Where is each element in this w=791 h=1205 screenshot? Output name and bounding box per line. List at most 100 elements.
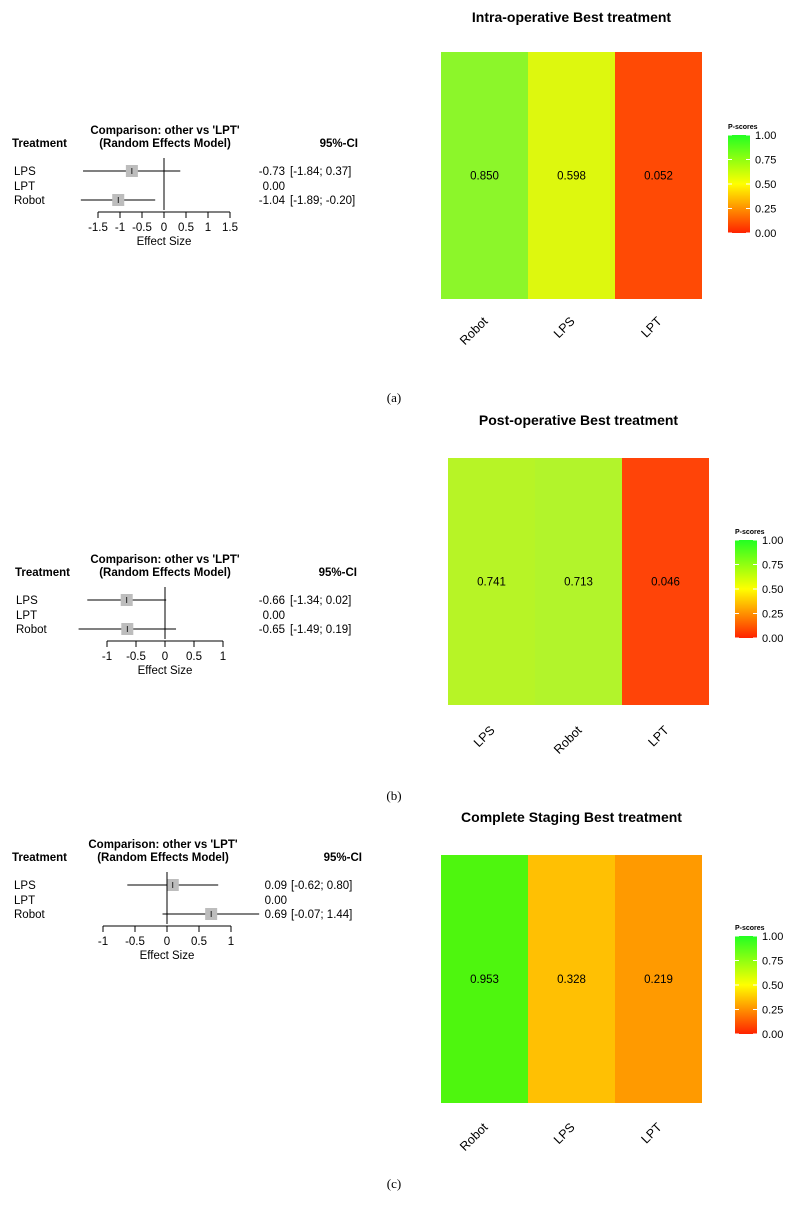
panel-b-legend-tick-label: 0.00 (762, 633, 783, 645)
panel-c-forest-row-label: Robot (14, 909, 45, 921)
panel-c-forest-x-label: Effect Size (140, 950, 195, 962)
panel-a-forest-x-tick-label: 0.5 (178, 222, 194, 234)
panel-b-forest-x-tick-label: -1 (102, 651, 112, 663)
panel-b-forest-x-tick-label: 0 (162, 651, 168, 663)
panel-a-heatmap-category-label: Robot (457, 314, 491, 348)
panel-b-forest-x-tick-label: -0.5 (126, 651, 146, 663)
panel-c-forest-x-tick-label: 0.5 (191, 936, 207, 948)
panel-a-heatmap-cell (528, 52, 615, 299)
panel-c-forest-row-estimate: 0.09 (265, 880, 287, 892)
panel-a-forest-row-label: Robot (14, 195, 45, 207)
panel-b-forest-row-estimate: -0.65 (259, 624, 285, 636)
panel-a-legend-tick-label: 0.50 (755, 179, 776, 191)
panel-b-heatmap-value-label: 0.046 (651, 577, 680, 589)
panel-a-legend-tick-label: 0.25 (755, 204, 776, 216)
panel-b-heatmap-title: Post-operative Best treatment (479, 412, 679, 428)
panel-a-forest-header-comparison: Comparison: other vs 'LPT' (90, 125, 240, 137)
panel-c-forest-row-estimate: 0.00 (265, 895, 287, 907)
panel-b-forest-x-tick-label: 1 (220, 651, 226, 663)
panel-c-forest-x-tick-label: 1 (228, 936, 234, 948)
panel-c-heatmap-cell (528, 855, 615, 1103)
panel-c-forest-row-estimate: 0.69 (265, 909, 287, 921)
panel-c-heatmap-value-label: 0.953 (470, 974, 499, 986)
panel-label-a: (a) (386, 390, 402, 405)
panel-a-forest-x-tick-label: -1.5 (88, 222, 108, 234)
panel-b-legend-tick-label: 1.00 (762, 535, 783, 547)
panel-a-forest-x-tick-label: 0 (161, 222, 167, 234)
panel-c-heatmap-value-label: 0.328 (557, 974, 586, 986)
panel-b-forest-header-model: (Random Effects Model) (99, 567, 231, 579)
panel-a-heatmap-cell (441, 52, 528, 299)
panel-b-forest-row-estimate: -0.66 (259, 595, 285, 607)
panel-a-forest-row-estimate: -0.73 (259, 166, 285, 178)
panel-c-forest-x-tick-label: -1 (98, 936, 108, 948)
panel-b-heatmap-cell (535, 458, 622, 705)
panel-a-forest-row-estimate: 0.00 (263, 181, 285, 193)
panel-c-legend-tick-label: 0.50 (762, 980, 783, 992)
panel-b-forest-row-ci: [-1.49; 0.19] (290, 624, 351, 636)
panel-label-c: (c) (386, 1176, 402, 1191)
panel-c-forest-x-tick-label: -0.5 (125, 936, 145, 948)
panel-a-legend-colorbar (728, 135, 750, 233)
panel-b-forest-row-label: Robot (16, 624, 47, 636)
panel-c-legend-colorbar (735, 936, 757, 1034)
panel-a-heatmap-value-label: 0.052 (644, 171, 673, 183)
panel-b-heatmap-category-label: LPS (471, 723, 498, 750)
panel-b-heatmap-category-label: Robot (551, 723, 585, 757)
panel-b-forest-x-tick-label: 0.5 (186, 651, 202, 663)
panel-a-heatmap-category-label: LPT (639, 314, 665, 340)
panel-a-heatmap-title: Intra-operative Best treatment (472, 9, 672, 25)
panel-b-forest-row-estimate: 0.00 (263, 610, 285, 622)
panel-c-heatmap-category-label: LPT (639, 1120, 665, 1146)
panel-a-forest-row-ci: [-1.84; 0.37] (290, 166, 351, 178)
panel-a-forest-x-label: Effect Size (137, 236, 192, 248)
panel-a-forest-row-label: LPT (14, 181, 35, 193)
panel-a-forest-x-tick-label: -0.5 (132, 222, 152, 234)
panel-c-forest-header-ci: 95%-CI (324, 852, 362, 864)
panel-b-heatmap-value-label: 0.713 (564, 577, 593, 589)
panel-b-forest-header-comparison: Comparison: other vs 'LPT' (90, 554, 240, 566)
panel-c-forest-x-tick-label: 0 (164, 936, 170, 948)
panel-b-legend-colorbar (735, 540, 757, 638)
panel-a-forest-header-treatment: Treatment (12, 138, 67, 150)
panel-c-legend-title: P-scores (735, 925, 765, 932)
panel-c-heatmap-category-label: Robot (457, 1120, 491, 1154)
panel-c-legend-tick-label: 1.00 (762, 931, 783, 943)
panel-b-legend-tick-label: 0.50 (762, 584, 783, 596)
panel-b-legend-tick-label: 0.25 (762, 609, 783, 621)
panel-b-heatmap-value-label: 0.741 (477, 577, 506, 589)
panel-b-forest-row-label: LPT (16, 610, 37, 622)
panel-c-heatmap-title: Complete Staging Best treatment (461, 809, 682, 825)
panel-c-heatmap-value-label: 0.219 (644, 974, 673, 986)
panel-c-legend-tick-label: 0.75 (762, 956, 783, 968)
panel-a-legend-title: P-scores (728, 124, 758, 131)
panel-c-forest-row-ci: [-0.62; 0.80] (291, 880, 352, 892)
panel-a-heatmap-value-label: 0.598 (557, 171, 586, 183)
panel-b-heatmap-category-label: LPT (646, 723, 672, 749)
panel-c-forest-header-treatment: Treatment (12, 852, 67, 864)
panel-c-forest-header-model: (Random Effects Model) (97, 852, 229, 864)
panel-a-legend-tick-label: 0.00 (755, 228, 776, 240)
panel-c-legend-tick-label: 0.25 (762, 1005, 783, 1017)
panel-b-forest-header-ci: 95%-CI (319, 567, 357, 579)
panel-c-heatmap-category-label: LPS (551, 1120, 578, 1147)
panel-a-forest-x-tick-label: -1 (115, 222, 125, 234)
panel-b-forest-row-label: LPS (16, 595, 38, 607)
panel-b-legend-title: P-scores (735, 529, 765, 536)
panel-a-forest-header-model: (Random Effects Model) (99, 138, 231, 150)
panel-b-forest-row-ci: [-1.34; 0.02] (290, 595, 351, 607)
panel-b-heatmap-cell (622, 458, 709, 705)
panel-c-legend-tick-label: 0.00 (762, 1029, 783, 1041)
panel-a-forest-x-tick-label: 1.5 (222, 222, 238, 234)
panel-a-heatmap-category-label: LPS (551, 314, 578, 341)
panel-a-legend-tick-label: 0.75 (755, 155, 776, 167)
panel-a-forest-row-ci: [-1.89; -0.20] (290, 195, 355, 207)
panel-b-legend-tick-label: 0.75 (762, 560, 783, 572)
panel-c-heatmap-cell (615, 855, 702, 1103)
panel-c-heatmap-cell (441, 855, 528, 1103)
panel-a-forest-header-ci: 95%-CI (320, 138, 358, 150)
panel-c-forest-row-label: LPT (14, 895, 35, 907)
panel-a-forest-row-estimate: -1.04 (259, 195, 286, 207)
